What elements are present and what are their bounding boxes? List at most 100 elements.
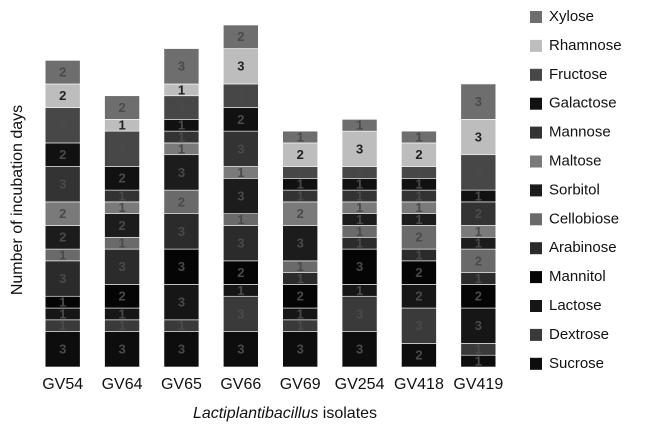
segment-label: 1 bbox=[237, 283, 244, 298]
segment-label: 2 bbox=[475, 253, 482, 268]
segment-label: 1 bbox=[297, 259, 304, 274]
bar-segment bbox=[163, 331, 200, 368]
segment-label: 1 bbox=[297, 129, 304, 144]
segment-label: 3 bbox=[475, 129, 482, 144]
bar-segment bbox=[341, 130, 378, 167]
bar-segment bbox=[163, 154, 200, 191]
segment-label: 1 bbox=[415, 247, 422, 262]
segment-label: 1 bbox=[415, 165, 422, 180]
legend-label: Galactose bbox=[549, 95, 617, 112]
segment-label: 1 bbox=[297, 318, 304, 333]
segment-label: 3 bbox=[415, 318, 422, 333]
segment-label: 2 bbox=[59, 88, 66, 103]
segment-label: 2 bbox=[118, 171, 125, 186]
legend-label: Fructose bbox=[549, 66, 607, 83]
segment-label: 1 bbox=[118, 200, 125, 215]
x-axis-title: Lactiplantibacillus isolates bbox=[193, 405, 377, 422]
segment-label: 2 bbox=[59, 147, 66, 162]
bar-segment bbox=[401, 307, 437, 344]
segment-label: 2 bbox=[415, 230, 422, 245]
segment-label: 2 bbox=[297, 147, 304, 162]
segment-label: 1 bbox=[356, 212, 363, 227]
segment-label: 3 bbox=[59, 342, 66, 357]
bar-segment bbox=[341, 331, 378, 368]
bar-segment bbox=[104, 331, 140, 368]
segment-label: 3 bbox=[297, 236, 304, 251]
segment-label: 3 bbox=[237, 188, 244, 203]
segment-label: 1 bbox=[415, 212, 422, 227]
segment-label: 3 bbox=[178, 342, 185, 357]
segment-label: 2 bbox=[178, 100, 185, 115]
bar-segment bbox=[223, 295, 259, 332]
x-tick-label: GV418 bbox=[394, 376, 444, 393]
segment-label: 3 bbox=[118, 141, 125, 156]
segment-label: 1 bbox=[356, 283, 363, 298]
bar-segment bbox=[44, 107, 81, 144]
segment-label: 1 bbox=[415, 200, 422, 215]
bar-segment bbox=[460, 119, 497, 156]
legend-swatch bbox=[530, 271, 542, 284]
segment-label: 3 bbox=[356, 259, 363, 274]
bar-segment bbox=[104, 248, 140, 285]
legend-label: Sucrose bbox=[549, 355, 604, 372]
segment-label: 2 bbox=[415, 265, 422, 280]
segment-label: 3 bbox=[118, 342, 125, 357]
segment-label: 2 bbox=[59, 230, 66, 245]
x-tick-label: GV64 bbox=[102, 376, 143, 393]
segment-label: 3 bbox=[178, 59, 185, 74]
bar-segment bbox=[223, 178, 259, 214]
segment-label: 1 bbox=[237, 165, 244, 180]
segment-label: 1 bbox=[475, 271, 482, 286]
segment-label: 1 bbox=[118, 306, 125, 321]
x-axis-title-italic: Lactiplantibacillus bbox=[193, 405, 318, 422]
segment-label: 3 bbox=[237, 342, 244, 357]
segment-label: 1 bbox=[297, 177, 304, 192]
legend-label: Cellobiose bbox=[549, 210, 619, 227]
segment-label: 2 bbox=[59, 65, 66, 80]
segment-label: 1 bbox=[356, 224, 363, 239]
x-axis-title-rest: isolates bbox=[323, 405, 377, 422]
legend-swatch bbox=[530, 300, 542, 312]
legend-swatch bbox=[530, 155, 542, 168]
segment-label: 3 bbox=[297, 342, 304, 357]
segment-label: 1 bbox=[178, 141, 185, 156]
segment-label: 2 bbox=[118, 100, 125, 115]
bar-segment bbox=[401, 130, 437, 144]
segment-label: 1 bbox=[178, 118, 185, 133]
segment-label: 1 bbox=[118, 118, 125, 133]
bar-segment bbox=[223, 48, 259, 85]
bar-segment bbox=[223, 24, 259, 49]
segment-label: 3 bbox=[237, 236, 244, 251]
legend-swatch bbox=[530, 357, 542, 370]
segment-label: 1 bbox=[297, 306, 304, 321]
segment-label: 1 bbox=[356, 177, 363, 192]
bar-segment bbox=[104, 95, 140, 120]
y-axis-title: Number of incubation days bbox=[9, 105, 26, 295]
segment-label: 3 bbox=[475, 94, 482, 109]
bar-segment bbox=[460, 307, 497, 344]
legend-label: Lactose bbox=[549, 297, 602, 314]
segment-label: 2 bbox=[237, 112, 244, 127]
segment-label: 2 bbox=[237, 88, 244, 103]
segment-label: 3 bbox=[237, 141, 244, 156]
segment-label: 1 bbox=[475, 224, 482, 239]
bar-segment bbox=[341, 119, 378, 132]
segment-label: 2 bbox=[415, 289, 422, 304]
legend-label: Maltose bbox=[549, 152, 602, 169]
legend-label: Xylose bbox=[549, 8, 594, 25]
segment-label: 1 bbox=[415, 188, 422, 203]
bar-segment bbox=[460, 154, 497, 191]
segment-label: 3 bbox=[356, 141, 363, 156]
bar-segment bbox=[44, 166, 81, 203]
legend-label: Sorbitol bbox=[549, 181, 600, 198]
segment-label: 3 bbox=[356, 306, 363, 321]
segment-label: 1 bbox=[118, 318, 125, 333]
x-tick-label: GV65 bbox=[161, 376, 202, 393]
bar-segment bbox=[44, 60, 81, 85]
segment-label: 3 bbox=[178, 165, 185, 180]
segment-label: 1 bbox=[237, 212, 244, 227]
segment-label: 1 bbox=[475, 236, 482, 251]
segment-label: 3 bbox=[178, 224, 185, 239]
legend-label: Dextrose bbox=[549, 326, 609, 343]
